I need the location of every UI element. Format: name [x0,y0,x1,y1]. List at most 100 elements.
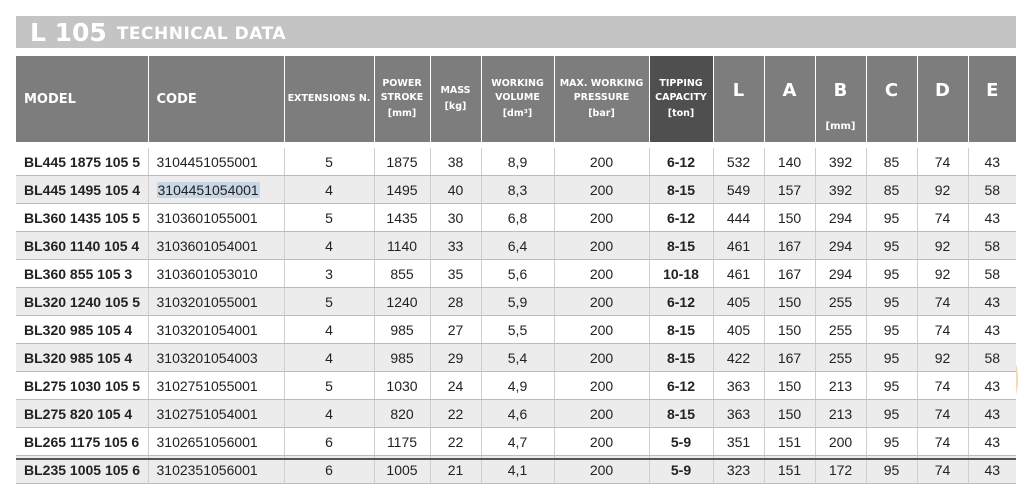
cell-A: 167 [764,259,816,288]
cell-A: 157 [764,175,816,204]
cell-E: 58 [968,343,1016,372]
col-header-extensions: EXTENSIONS N. [284,56,375,142]
technical-data-table: MODEL CODE EXTENSIONS N. POWER STROKE [m… [16,56,1016,484]
cell-model: BL445 1495 105 4 [16,175,149,204]
cell-C: 95 [866,343,918,372]
cell-L: 405 [713,315,765,344]
cell-L: 422 [713,343,765,372]
cell-model: BL360 1140 105 4 [16,231,149,260]
cell-tipping-capacity: 8-15 [649,175,714,204]
cell-C: 95 [866,315,918,344]
cell-A: 151 [764,427,816,456]
mass-unit: [kg] [444,101,467,112]
col-header-code: CODE [148,56,285,142]
cell-L: 461 [713,231,765,260]
cell-mass: 35 [430,259,482,288]
working-volume-label: WORKING VOLUME [491,78,544,103]
cell-working-volume: 5,6 [481,259,555,288]
cell-code: 3103201054001 [148,315,285,344]
cell-D: 92 [917,175,969,204]
cell-D: 74 [917,315,969,344]
cell-mass: 29 [430,343,482,372]
cell-A: 150 [764,203,816,232]
cell-E: 43 [968,371,1016,400]
cell-working-volume: 8,3 [481,175,555,204]
cell-power-stroke: 1140 [374,231,431,260]
cell-mass: 22 [430,427,482,456]
power-stroke-label: POWER STROKE [380,78,424,103]
cell-E: 43 [968,315,1016,344]
col-header-A: A [764,56,816,142]
cell-tipping-capacity: 6-12 [649,371,714,400]
header-row: MODEL CODE EXTENSIONS N. POWER STROKE [m… [16,56,1016,142]
bottom-rule [16,458,1016,460]
cell-E: 43 [968,203,1016,232]
cell-mass: 22 [430,399,482,428]
cell-code: 3102751054001 [148,399,285,428]
cell-power-stroke: 1175 [374,427,431,456]
cell-tipping-capacity: 8-15 [649,231,714,260]
cell-power-stroke: 1495 [374,175,431,204]
cell-model: BL360 1435 105 5 [16,203,149,232]
cell-C: 95 [866,287,918,316]
cell-A: 167 [764,231,816,260]
cell-max-pressure: 200 [554,175,650,204]
cell-B: 255 [815,315,867,344]
tipping-label: TIPPING CAPACITY [655,78,707,103]
col-header-C: C [866,56,918,142]
cell-max-pressure: 200 [554,148,650,176]
cell-model: BL360 855 105 3 [16,259,149,288]
table-row: BL275 1030 105 5 3102751055001 5 1030 24 4,9 2… [16,371,1016,400]
cell-L: 363 [713,399,765,428]
cell-max-pressure: 200 [554,371,650,400]
table-row: BL360 1140 105 4 3103601054001 4 1140 33 6,4 2… [16,231,1016,260]
tipping-unit: [ton] [667,108,695,119]
cell-model: BL275 1030 105 5 [16,371,149,400]
cell-mass: 27 [430,315,482,344]
cell-B: 294 [815,231,867,260]
cell-tipping-capacity: 6-12 [649,148,714,176]
cell-A: 150 [764,287,816,316]
max-pressure-label: MAX. WORKING PRESSURE [559,78,644,103]
cell-model: BL265 1175 105 6 [16,427,149,456]
col-header-max-pressure: MAX. WORKING PRESSURE [bar] [554,56,650,142]
cell-L: 444 [713,203,765,232]
cell-tipping-capacity: 6-12 [649,203,714,232]
col-header-B: B [mm] [815,56,867,142]
col-header-working-volume: WORKING VOLUME [dm³] [481,56,555,142]
selected-text[interactable]: 3104451054001 [156,181,260,198]
cell-model: BL445 1875 105 5 [16,148,149,176]
cell-power-stroke: 820 [374,399,431,428]
cell-B: 213 [815,371,867,400]
cell-max-pressure: 200 [554,399,650,428]
cell-max-pressure: 200 [554,203,650,232]
cell-working-volume: 8,9 [481,148,555,176]
section-title-bar: L 105 TECHNICAL DATA [16,16,1016,48]
cell-extensions: 5 [284,148,375,176]
cell-power-stroke: 985 [374,343,431,372]
cell-tipping-capacity: 5-9 [649,427,714,456]
cell-E: 43 [968,287,1016,316]
cell-D: 92 [917,231,969,260]
cell-code: 3103601053010 [148,259,285,288]
cell-max-pressure: 200 [554,287,650,316]
cell-C: 95 [866,399,918,428]
cell-code: 3103601055001 [148,203,285,232]
cell-extensions: 5 [284,371,375,400]
cell-B: 255 [815,287,867,316]
table-row: BL275 820 105 4 3102751054001 4 820 22 4,6 200… [16,399,1016,428]
col-header-L: L [713,56,765,142]
cell-B: 294 [815,259,867,288]
cell-D: 74 [917,399,969,428]
cell-code: 3102751055001 [148,371,285,400]
cell-code: 3103201054003 [148,343,285,372]
cell-B: 392 [815,148,867,176]
col-header-power-stroke: POWER STROKE [mm] [374,56,431,142]
cell-L: 461 [713,259,765,288]
cell-power-stroke: 985 [374,315,431,344]
col-header-model: MODEL [16,56,149,142]
cell-model: BL320 1240 105 5 [16,287,149,316]
cell-E: 43 [968,148,1016,176]
cell-tipping-capacity: 10-18 [649,259,714,288]
cell-C: 85 [866,148,918,176]
